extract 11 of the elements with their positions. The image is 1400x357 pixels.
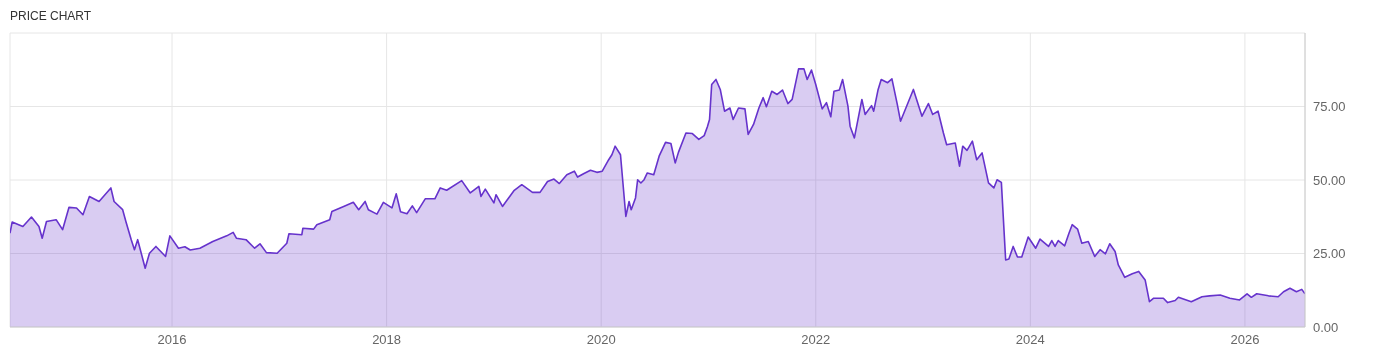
x-tick-label: 2018 xyxy=(372,332,402,348)
x-tick-label: 2016 xyxy=(157,332,187,348)
x-tick-label: 2020 xyxy=(586,332,616,348)
y-tick-label: 50.00 xyxy=(1313,172,1346,188)
x-tick-label: 2026 xyxy=(1230,332,1260,348)
y-tick-label: 25.00 xyxy=(1313,246,1346,262)
y-tick-label: 0.00 xyxy=(1313,319,1339,335)
chart-title: PRICE CHART xyxy=(9,8,93,25)
y-tick-label: 75.00 xyxy=(1313,99,1346,115)
x-tick-label: 2024 xyxy=(1015,332,1045,348)
x-tick-label: 2022 xyxy=(801,332,831,348)
